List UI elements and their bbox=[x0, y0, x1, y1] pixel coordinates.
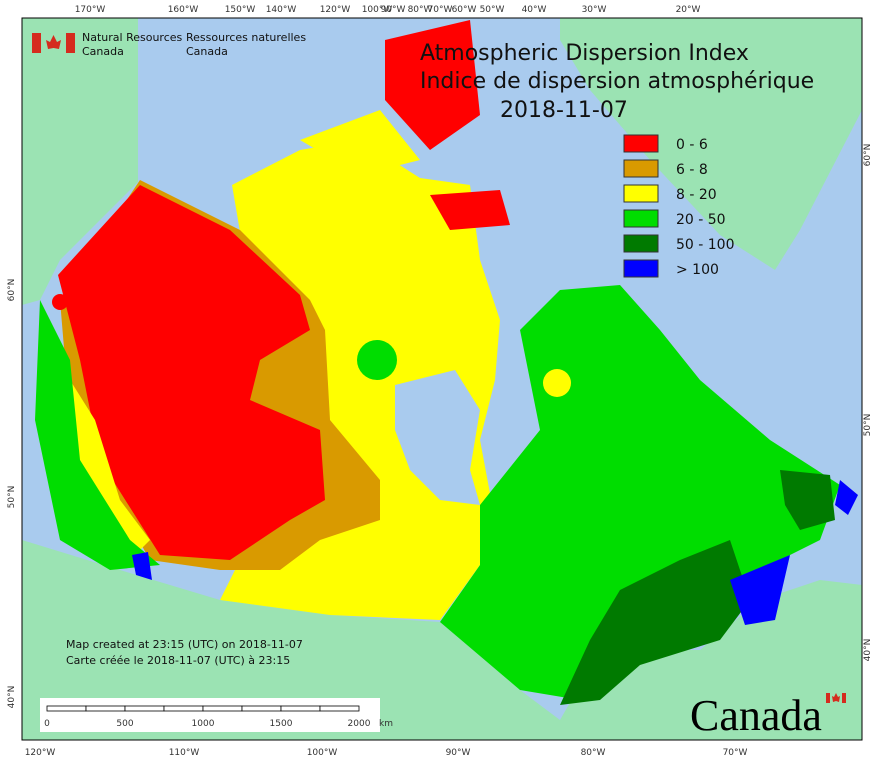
lon-label: 90°W bbox=[381, 5, 406, 15]
lon-label: 50°W bbox=[480, 5, 505, 15]
legend-swatch bbox=[623, 134, 659, 153]
credit-en: Map created at 23:15 (UTC) on 2018-11-07 bbox=[66, 638, 303, 651]
arctic-red-baffin bbox=[430, 190, 510, 230]
maple-leaf bbox=[46, 35, 61, 49]
scale-box bbox=[40, 698, 380, 732]
scale-label: 1000 bbox=[192, 719, 215, 729]
alaska-land bbox=[22, 18, 138, 305]
scale-label: 500 bbox=[116, 719, 133, 729]
lon-label: 60°W bbox=[452, 5, 477, 15]
flag-bar bbox=[842, 693, 846, 703]
agency-en: Natural Resources bbox=[82, 31, 183, 44]
arctic-yellow bbox=[300, 110, 420, 175]
map-frame bbox=[21, 17, 863, 741]
red-spot bbox=[52, 294, 68, 310]
lon-label: 110°W bbox=[169, 748, 200, 758]
legend-label: > 100 bbox=[676, 262, 719, 278]
lon-label: 120°W bbox=[320, 5, 351, 15]
greenland-land bbox=[560, 18, 862, 270]
flag-bar bbox=[66, 33, 75, 53]
canada-wordmark: Canada bbox=[690, 691, 822, 740]
usa-land bbox=[22, 540, 862, 740]
credit-fr: Carte créée le 2018-11-07 (UTC) à 23:15 bbox=[66, 654, 290, 667]
lat-label: 40°N bbox=[7, 686, 17, 709]
scale-segment bbox=[46, 705, 87, 712]
title-en: Atmospheric Dispersion Index bbox=[420, 41, 749, 66]
flag-bar bbox=[32, 33, 41, 53]
legend-swatch bbox=[623, 184, 659, 203]
legend-swatch bbox=[623, 234, 659, 253]
scale-label: 2000 bbox=[348, 719, 371, 729]
lon-label: 20°W bbox=[676, 5, 701, 15]
agency-fr: Canada bbox=[186, 45, 228, 58]
lon-label: 80°W bbox=[581, 748, 606, 758]
region-blue-ns bbox=[730, 555, 790, 625]
region-green-west bbox=[35, 300, 160, 570]
legend-label: 8 - 20 bbox=[676, 187, 717, 203]
arctic-red bbox=[385, 20, 480, 150]
region-blue-nf bbox=[835, 480, 858, 515]
legend-label: 6 - 8 bbox=[676, 162, 708, 178]
hudson-bay bbox=[395, 370, 480, 505]
maple-leaf bbox=[832, 693, 840, 702]
scale-segment bbox=[202, 705, 243, 712]
lon-label: 70°W bbox=[428, 5, 453, 15]
region-yellow-sw bbox=[65, 380, 150, 560]
lat-label: 50°N bbox=[863, 414, 873, 437]
agency-en: Canada bbox=[82, 45, 124, 58]
lat-label: 50°N bbox=[7, 486, 17, 509]
lon-label: 100°W bbox=[307, 748, 338, 758]
scale-segment bbox=[163, 705, 204, 712]
lon-label: 90°W bbox=[446, 748, 471, 758]
nrcan-logo bbox=[32, 33, 75, 53]
scale-segment bbox=[319, 705, 360, 712]
region-blue-bc bbox=[132, 552, 152, 580]
canada-wordmark-flag bbox=[826, 693, 846, 703]
scale-segment bbox=[124, 705, 165, 712]
title-fr: Indice de dispersion atmosphérique bbox=[420, 69, 814, 94]
lon-label: 150°W bbox=[225, 5, 256, 15]
lon-label: 30°W bbox=[582, 5, 607, 15]
scale-label: 1500 bbox=[270, 719, 293, 729]
scale-label: 0 bbox=[44, 719, 50, 729]
region-red bbox=[58, 185, 325, 560]
yellow-spot bbox=[543, 369, 571, 397]
scale-unit: km bbox=[379, 719, 393, 729]
scale-segment bbox=[280, 705, 321, 712]
region-yellow bbox=[220, 140, 500, 620]
lon-label: 140°W bbox=[266, 5, 297, 15]
lat-label: 40°N bbox=[863, 639, 873, 662]
legend-swatch bbox=[623, 159, 659, 178]
legend-swatch bbox=[623, 259, 659, 278]
scale-segment bbox=[241, 705, 282, 712]
scale-bar: 0 500 1000 1500 2000 km bbox=[40, 698, 393, 732]
lon-label: 120°W bbox=[25, 748, 56, 758]
green-spot bbox=[357, 340, 397, 380]
lat-label: 60°N bbox=[863, 144, 873, 167]
legend-label: 50 - 100 bbox=[676, 237, 735, 253]
lat-label: 60°N bbox=[7, 279, 17, 302]
lon-label: 40°W bbox=[522, 5, 547, 15]
title-date: 2018-11-07 bbox=[500, 98, 628, 123]
flag-bar bbox=[826, 693, 830, 703]
lon-label: 170°W bbox=[75, 5, 106, 15]
lon-label: 70°W bbox=[723, 748, 748, 758]
agency-fr: Ressources naturelles bbox=[186, 31, 306, 44]
region-green-east bbox=[440, 285, 840, 700]
lon-label: 100°W bbox=[362, 5, 393, 15]
region-darkgreen-nf bbox=[780, 470, 835, 530]
map-layers bbox=[22, 18, 862, 740]
legend: 0 - 6 6 - 8 8 - 20 20 - 50 50 - 100 > 100 bbox=[623, 134, 735, 278]
legend-label: 20 - 50 bbox=[676, 212, 726, 228]
lon-label: 160°W bbox=[168, 5, 199, 15]
lon-label: 80°W bbox=[408, 5, 433, 15]
legend-swatch bbox=[623, 209, 659, 228]
scale-segment bbox=[85, 705, 126, 712]
region-darkgreen bbox=[560, 540, 750, 705]
legend-label: 0 - 6 bbox=[676, 137, 708, 153]
